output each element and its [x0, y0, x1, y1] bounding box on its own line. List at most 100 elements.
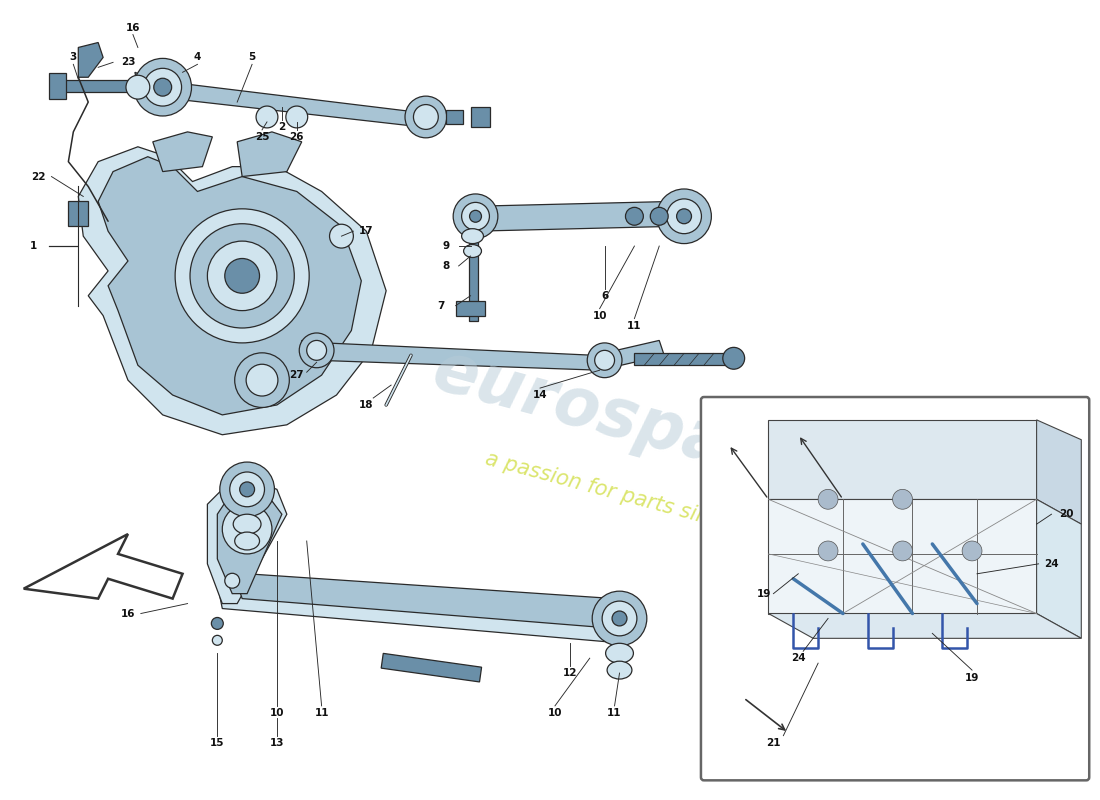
Text: 25: 25 — [255, 132, 270, 142]
Text: 17: 17 — [359, 226, 374, 236]
Circle shape — [962, 541, 982, 561]
Polygon shape — [218, 578, 635, 643]
Polygon shape — [238, 132, 301, 177]
Ellipse shape — [592, 591, 647, 646]
Ellipse shape — [220, 462, 274, 517]
Ellipse shape — [190, 224, 295, 328]
Circle shape — [892, 490, 913, 510]
Ellipse shape — [154, 78, 172, 96]
Ellipse shape — [657, 189, 712, 243]
Text: 4: 4 — [194, 52, 201, 62]
Text: 24: 24 — [1044, 559, 1059, 569]
Bar — [64, 80, 138, 92]
Polygon shape — [153, 132, 212, 171]
Text: 9: 9 — [442, 241, 449, 251]
Polygon shape — [1036, 420, 1081, 524]
Text: 3: 3 — [69, 52, 77, 62]
Ellipse shape — [134, 58, 191, 116]
Polygon shape — [769, 614, 1081, 638]
Circle shape — [818, 490, 838, 510]
Text: 7: 7 — [437, 301, 444, 310]
Text: 1: 1 — [30, 241, 37, 251]
Polygon shape — [446, 110, 463, 124]
Circle shape — [892, 541, 913, 561]
Text: 16: 16 — [125, 22, 140, 33]
Ellipse shape — [126, 75, 150, 99]
Ellipse shape — [234, 353, 289, 407]
Bar — [48, 74, 66, 99]
Ellipse shape — [246, 364, 278, 396]
Text: 16: 16 — [121, 609, 135, 618]
Polygon shape — [135, 72, 446, 127]
Ellipse shape — [453, 194, 498, 238]
Text: 10: 10 — [548, 708, 562, 718]
Ellipse shape — [240, 482, 254, 497]
Ellipse shape — [607, 661, 631, 679]
Ellipse shape — [234, 532, 260, 550]
Ellipse shape — [405, 96, 447, 138]
Circle shape — [222, 504, 272, 554]
Ellipse shape — [212, 635, 222, 646]
Ellipse shape — [224, 574, 240, 588]
Ellipse shape — [676, 209, 692, 224]
Polygon shape — [769, 420, 1036, 499]
Ellipse shape — [650, 207, 668, 226]
Ellipse shape — [286, 106, 308, 128]
Ellipse shape — [587, 343, 621, 378]
Circle shape — [330, 224, 353, 248]
Ellipse shape — [175, 209, 309, 343]
Bar — [382, 654, 482, 682]
Text: 2: 2 — [278, 122, 286, 132]
Ellipse shape — [612, 611, 627, 626]
Bar — [469, 231, 478, 321]
Text: 21: 21 — [767, 738, 781, 748]
Text: 12: 12 — [562, 668, 578, 678]
FancyBboxPatch shape — [701, 397, 1089, 780]
Polygon shape — [238, 574, 619, 629]
Ellipse shape — [602, 601, 637, 636]
Text: 11: 11 — [315, 708, 329, 718]
Ellipse shape — [626, 207, 644, 226]
Text: 6: 6 — [601, 290, 608, 301]
Text: 8: 8 — [442, 261, 450, 271]
Text: 26: 26 — [289, 132, 304, 142]
Ellipse shape — [256, 106, 278, 128]
Ellipse shape — [307, 341, 327, 360]
Bar — [635, 354, 728, 366]
Text: eurospares: eurospares — [426, 338, 849, 510]
Polygon shape — [218, 490, 282, 594]
Text: 18: 18 — [359, 400, 374, 410]
Text: 20: 20 — [1059, 510, 1074, 519]
Ellipse shape — [463, 245, 482, 258]
Polygon shape — [78, 146, 386, 434]
Text: 27: 27 — [289, 370, 304, 380]
Polygon shape — [208, 479, 287, 603]
Ellipse shape — [470, 210, 482, 222]
Polygon shape — [301, 341, 664, 370]
Ellipse shape — [462, 202, 490, 230]
Text: 24: 24 — [791, 653, 805, 663]
Ellipse shape — [211, 618, 223, 630]
Polygon shape — [68, 202, 88, 226]
Text: 22: 22 — [31, 171, 46, 182]
Text: 14: 14 — [532, 390, 548, 400]
Text: 10: 10 — [270, 708, 284, 718]
Text: a passion for parts since 1985: a passion for parts since 1985 — [483, 449, 792, 550]
Text: 10: 10 — [593, 310, 607, 321]
Polygon shape — [24, 534, 183, 598]
Ellipse shape — [144, 68, 182, 106]
Text: 19: 19 — [965, 673, 979, 683]
Ellipse shape — [414, 105, 438, 130]
Text: 19: 19 — [757, 589, 771, 598]
Ellipse shape — [233, 514, 261, 534]
Polygon shape — [78, 42, 103, 78]
Ellipse shape — [667, 199, 702, 234]
Ellipse shape — [462, 229, 484, 243]
Bar — [455, 301, 485, 315]
Polygon shape — [98, 157, 361, 415]
Ellipse shape — [230, 472, 264, 506]
Text: 11: 11 — [607, 708, 621, 718]
Ellipse shape — [299, 333, 334, 368]
Text: 15: 15 — [210, 738, 224, 748]
Ellipse shape — [208, 241, 277, 310]
